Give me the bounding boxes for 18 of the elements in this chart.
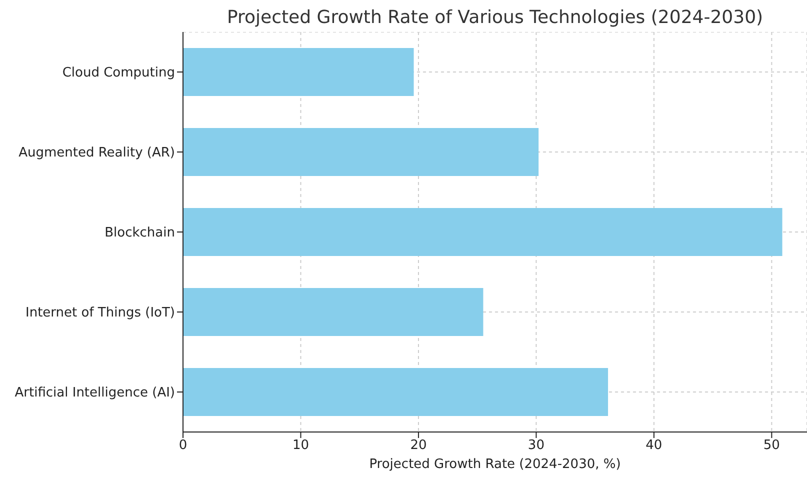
x-axis-title: Projected Growth Rate (2024-2030, %) bbox=[368, 457, 622, 474]
y-tick-label: Augmented Reality (AR) bbox=[18, 146, 175, 161]
x-tick-label: 40 bbox=[646, 438, 662, 454]
x-tick-label: 30 bbox=[528, 438, 544, 454]
y-tick-label: Artificial Intelligence (AI) bbox=[14, 386, 175, 401]
bar bbox=[183, 48, 414, 96]
bar bbox=[183, 368, 608, 416]
y-tick-label: Cloud Computing bbox=[62, 66, 175, 81]
x-tick-label: 50 bbox=[763, 438, 780, 454]
x-tick-label: 10 bbox=[292, 438, 310, 454]
y-tick-label: Internet of Things (IoT) bbox=[26, 306, 175, 321]
chart-title: Projected Growth Rate of Various Technologies (2024-2030) bbox=[226, 7, 764, 30]
x-tick-label: 0 bbox=[178, 438, 188, 454]
y-tick-label: Blockchain bbox=[104, 226, 175, 241]
bar bbox=[183, 208, 782, 256]
x-tick-label: 20 bbox=[410, 438, 427, 454]
bar bbox=[183, 128, 539, 176]
bar bbox=[183, 288, 484, 336]
